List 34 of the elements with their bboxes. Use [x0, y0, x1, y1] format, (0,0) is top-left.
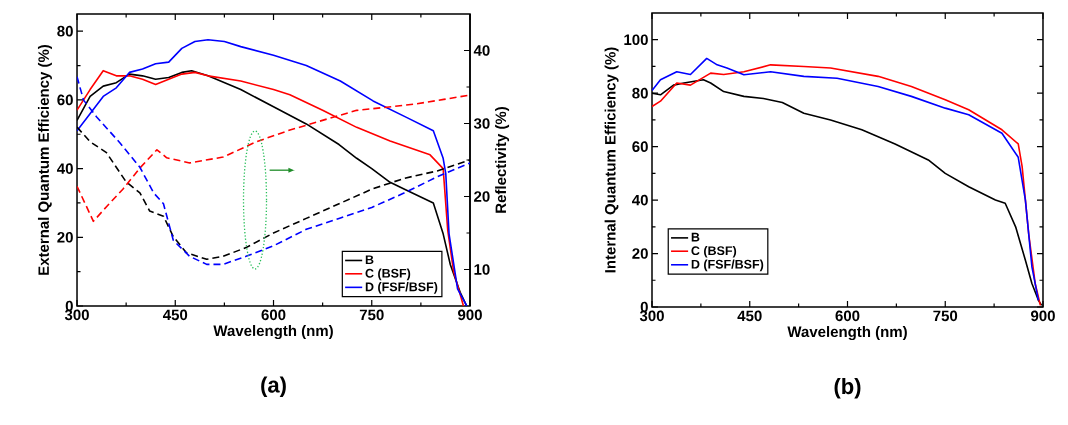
- y-tick-label: 40: [57, 163, 73, 174]
- legend-label: B: [365, 255, 374, 265]
- legend-label: B: [691, 232, 700, 242]
- y-tick-label: 20: [57, 231, 73, 243]
- text: (a): [261, 376, 286, 398]
- text: (b): [834, 378, 861, 399]
- x-axis-title: Wavelength (nm): [787, 326, 907, 341]
- x-tick-label: 450: [162, 309, 188, 321]
- y-tick-label: 20: [632, 248, 648, 259]
- y-tick-label: 60: [57, 94, 73, 106]
- x-tick-label: 900: [458, 309, 482, 321]
- x-tick-label: 750: [933, 310, 958, 322]
- y-tick-label: 80: [57, 25, 73, 37]
- x-tick-label: 600: [835, 310, 860, 322]
- y-tick-label: 80: [632, 87, 648, 99]
- legend-label: D (FSF/BSF): [365, 282, 438, 294]
- x-tick-label: 600: [261, 309, 286, 321]
- y-tick-label: 60: [632, 141, 648, 152]
- y-tick-label: 40: [632, 194, 648, 206]
- legend-label: C (BSF): [691, 245, 737, 258]
- y2-tick-label: 30: [473, 118, 490, 129]
- y2-tick-label: 40: [473, 45, 490, 56]
- y-axis-title: External Quantum Efficiency (%): [37, 44, 52, 275]
- y-axis-title: Internal Quantum Efficiency (%): [604, 47, 619, 273]
- x-tick-label: 900: [1031, 310, 1055, 322]
- x-tick-label: 750: [359, 309, 384, 321]
- y2-tick-label: 10: [474, 264, 490, 275]
- x-tick-label: 450: [737, 310, 762, 322]
- y-tick-label: 100: [624, 34, 648, 46]
- legend-label: C (BSF): [365, 268, 411, 281]
- y2-axis-title: Reflectivity (%): [495, 107, 510, 213]
- y2-tick-label: 20: [474, 191, 490, 202]
- x-axis-title: Wavelength (nm): [213, 325, 333, 340]
- legend-label: D (FSF/BSF): [691, 259, 764, 272]
